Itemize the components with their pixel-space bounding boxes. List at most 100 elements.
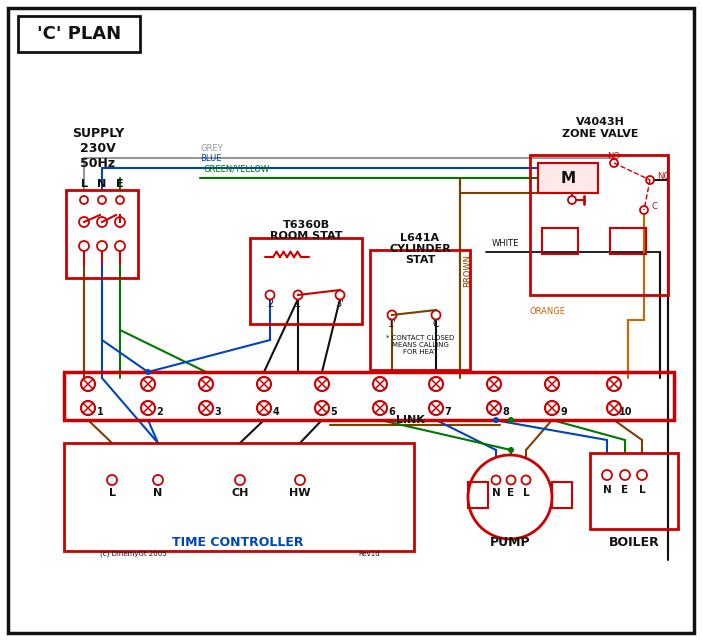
Text: CH: CH — [232, 488, 249, 498]
Circle shape — [487, 401, 501, 415]
Text: 3': 3' — [336, 299, 344, 309]
Circle shape — [153, 475, 163, 485]
Circle shape — [610, 159, 618, 167]
Circle shape — [81, 401, 95, 415]
Text: NC: NC — [657, 172, 669, 181]
Bar — [468, 482, 488, 508]
Text: 2: 2 — [267, 299, 273, 309]
Circle shape — [373, 377, 387, 391]
Circle shape — [295, 475, 305, 485]
Bar — [64, 372, 674, 420]
Text: V4043H
ZONE VALVE: V4043H ZONE VALVE — [562, 117, 638, 139]
Text: BROWN: BROWN — [463, 253, 472, 287]
Bar — [610, 228, 646, 254]
Circle shape — [429, 401, 443, 415]
Text: N: N — [98, 179, 107, 189]
Circle shape — [265, 290, 274, 299]
Circle shape — [508, 447, 514, 453]
Text: N: N — [153, 488, 163, 498]
Text: BLUE: BLUE — [200, 154, 222, 163]
Text: GREY: GREY — [200, 144, 223, 153]
Text: LINK: LINK — [396, 415, 425, 425]
Bar — [542, 228, 578, 254]
Circle shape — [257, 401, 271, 415]
Text: SUPPLY
230V
50Hz: SUPPLY 230V 50Hz — [72, 126, 124, 169]
Circle shape — [388, 310, 397, 319]
Text: 2: 2 — [157, 407, 164, 417]
Text: L: L — [639, 485, 645, 495]
Text: 3: 3 — [215, 407, 221, 417]
Text: 4: 4 — [272, 407, 279, 417]
Text: HW: HW — [289, 488, 311, 498]
Text: WHITE: WHITE — [492, 239, 519, 248]
Circle shape — [602, 470, 612, 480]
Circle shape — [507, 476, 515, 485]
Circle shape — [508, 417, 514, 423]
Circle shape — [257, 377, 271, 391]
Bar — [64, 443, 414, 551]
Text: E: E — [117, 179, 124, 189]
Circle shape — [115, 217, 125, 227]
Text: Rev1d: Rev1d — [359, 551, 380, 557]
Text: E: E — [621, 485, 628, 495]
Text: 1: 1 — [295, 299, 301, 309]
Text: T6360B: T6360B — [282, 220, 329, 230]
Text: ORANGE: ORANGE — [530, 307, 566, 316]
Text: 5: 5 — [331, 407, 338, 417]
Bar — [590, 453, 678, 529]
Text: E: E — [508, 488, 515, 498]
Text: TIME CONTROLLER: TIME CONTROLLER — [172, 537, 304, 549]
Text: L641A: L641A — [400, 233, 439, 243]
Circle shape — [199, 401, 213, 415]
Circle shape — [522, 476, 531, 485]
Circle shape — [545, 401, 559, 415]
Circle shape — [141, 401, 155, 415]
Circle shape — [98, 196, 106, 204]
Circle shape — [141, 377, 155, 391]
Text: * CONTACT CLOSED
MEANS CALLING
FOR HEAT: * CONTACT CLOSED MEANS CALLING FOR HEAT — [386, 335, 454, 355]
Circle shape — [637, 470, 647, 480]
Text: L: L — [81, 179, 88, 189]
Circle shape — [79, 217, 89, 227]
Text: L: L — [523, 488, 529, 498]
Circle shape — [545, 377, 559, 391]
Circle shape — [487, 377, 501, 391]
Circle shape — [145, 369, 151, 375]
Text: 9: 9 — [561, 407, 567, 417]
Circle shape — [491, 476, 501, 485]
Circle shape — [81, 377, 95, 391]
Text: L: L — [109, 488, 116, 498]
Circle shape — [646, 176, 654, 184]
Circle shape — [315, 401, 329, 415]
Circle shape — [80, 196, 88, 204]
Circle shape — [293, 290, 303, 299]
Text: M: M — [560, 171, 576, 185]
Circle shape — [97, 217, 107, 227]
Circle shape — [640, 206, 648, 214]
Text: BOILER: BOILER — [609, 537, 659, 549]
Circle shape — [568, 196, 576, 204]
Circle shape — [432, 310, 440, 319]
Circle shape — [373, 401, 387, 415]
Circle shape — [235, 475, 245, 485]
Text: N: N — [491, 488, 501, 498]
Text: GREEN/YELLOW: GREEN/YELLOW — [203, 164, 270, 173]
Text: (c) DinemyGt 2005: (c) DinemyGt 2005 — [100, 551, 166, 557]
Text: NO: NO — [607, 151, 621, 160]
Circle shape — [429, 377, 443, 391]
Text: 1': 1' — [388, 319, 397, 329]
Bar — [552, 482, 572, 508]
Text: 7: 7 — [444, 407, 451, 417]
Bar — [538, 163, 598, 193]
Bar — [530, 155, 668, 295]
Bar — [18, 16, 140, 52]
Circle shape — [115, 241, 125, 251]
Circle shape — [199, 377, 213, 391]
Circle shape — [79, 241, 89, 251]
Text: 6: 6 — [389, 407, 395, 417]
Circle shape — [336, 290, 345, 299]
Bar — [66, 190, 138, 278]
Circle shape — [493, 417, 499, 423]
Circle shape — [607, 401, 621, 415]
Text: 10: 10 — [619, 407, 633, 417]
